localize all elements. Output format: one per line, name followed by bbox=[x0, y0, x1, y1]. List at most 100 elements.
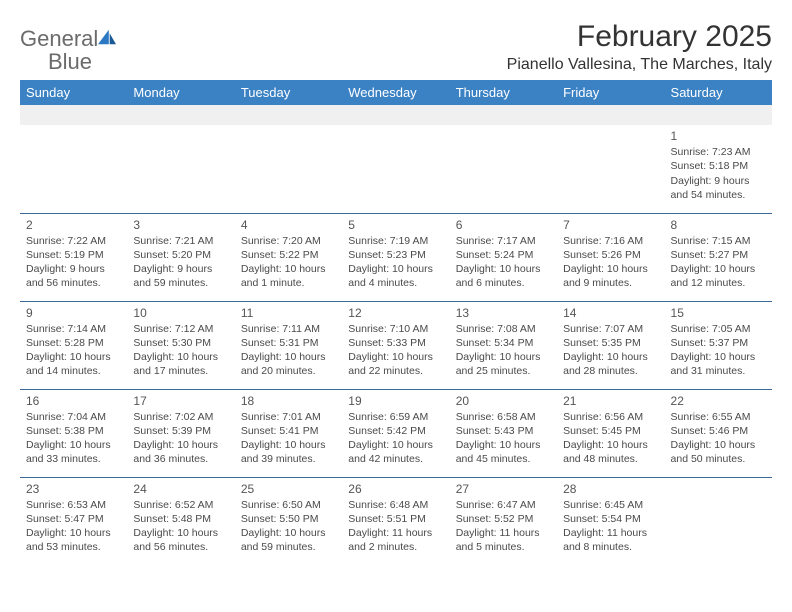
sunrise-text: Sunrise: 7:02 AM bbox=[133, 410, 228, 424]
day-number: 1 bbox=[671, 128, 766, 144]
day-number: 22 bbox=[671, 393, 766, 409]
day-details: Sunrise: 7:17 AMSunset: 5:24 PMDaylight:… bbox=[456, 234, 551, 291]
calendar-day-cell: 9Sunrise: 7:14 AMSunset: 5:28 PMDaylight… bbox=[20, 301, 127, 389]
daylight-text: Daylight: 10 hours bbox=[133, 526, 228, 540]
sunrise-text: Sunrise: 7:19 AM bbox=[348, 234, 443, 248]
sunset-text: Sunset: 5:31 PM bbox=[241, 336, 336, 350]
sunrise-text: Sunrise: 6:52 AM bbox=[133, 498, 228, 512]
day-details: Sunrise: 6:52 AMSunset: 5:48 PMDaylight:… bbox=[133, 498, 228, 555]
calendar-empty-cell bbox=[20, 105, 127, 125]
daylight-text: Daylight: 10 hours bbox=[133, 438, 228, 452]
calendar-week-row: 2Sunrise: 7:22 AMSunset: 5:19 PMDaylight… bbox=[20, 213, 772, 301]
calendar-week-row: 9Sunrise: 7:14 AMSunset: 5:28 PMDaylight… bbox=[20, 301, 772, 389]
sunrise-text: Sunrise: 7:17 AM bbox=[456, 234, 551, 248]
day-number: 2 bbox=[26, 217, 121, 233]
day-details: Sunrise: 7:21 AMSunset: 5:20 PMDaylight:… bbox=[133, 234, 228, 291]
calendar-day-cell: 27Sunrise: 6:47 AMSunset: 5:52 PMDayligh… bbox=[450, 477, 557, 565]
daylight-text: and 59 minutes. bbox=[133, 276, 228, 290]
day-details: Sunrise: 6:45 AMSunset: 5:54 PMDaylight:… bbox=[563, 498, 658, 555]
calendar-day-cell: 23Sunrise: 6:53 AMSunset: 5:47 PMDayligh… bbox=[20, 477, 127, 565]
day-details: Sunrise: 7:16 AMSunset: 5:26 PMDaylight:… bbox=[563, 234, 658, 291]
sunset-text: Sunset: 5:38 PM bbox=[26, 424, 121, 438]
calendar-day-cell: 3Sunrise: 7:21 AMSunset: 5:20 PMDaylight… bbox=[127, 213, 234, 301]
daylight-text: Daylight: 10 hours bbox=[348, 350, 443, 364]
calendar-day-cell: 14Sunrise: 7:07 AMSunset: 5:35 PMDayligh… bbox=[557, 301, 664, 389]
daylight-text: and 22 minutes. bbox=[348, 364, 443, 378]
calendar-day-cell: 16Sunrise: 7:04 AMSunset: 5:38 PMDayligh… bbox=[20, 389, 127, 477]
logo-text-blue: Blue bbox=[48, 49, 92, 74]
calendar-empty-cell bbox=[235, 105, 342, 125]
sunrise-text: Sunrise: 6:58 AM bbox=[456, 410, 551, 424]
day-details: Sunrise: 7:04 AMSunset: 5:38 PMDaylight:… bbox=[26, 410, 121, 467]
sunrise-text: Sunrise: 7:07 AM bbox=[563, 322, 658, 336]
sunrise-text: Sunrise: 7:11 AM bbox=[241, 322, 336, 336]
day-number: 20 bbox=[456, 393, 551, 409]
daylight-text: and 54 minutes. bbox=[671, 188, 766, 202]
daylight-text: Daylight: 10 hours bbox=[563, 350, 658, 364]
day-details: Sunrise: 6:53 AMSunset: 5:47 PMDaylight:… bbox=[26, 498, 121, 555]
calendar-week-row: 16Sunrise: 7:04 AMSunset: 5:38 PMDayligh… bbox=[20, 389, 772, 477]
sunset-text: Sunset: 5:45 PM bbox=[563, 424, 658, 438]
sunrise-text: Sunrise: 7:08 AM bbox=[456, 322, 551, 336]
daylight-text: Daylight: 10 hours bbox=[563, 262, 658, 276]
day-number: 14 bbox=[563, 305, 658, 321]
calendar-day-cell: 7Sunrise: 7:16 AMSunset: 5:26 PMDaylight… bbox=[557, 213, 664, 301]
sunrise-text: Sunrise: 7:23 AM bbox=[671, 145, 766, 159]
daylight-text: and 42 minutes. bbox=[348, 452, 443, 466]
day-header-row: Sunday Monday Tuesday Wednesday Thursday… bbox=[20, 80, 772, 105]
sunrise-text: Sunrise: 7:12 AM bbox=[133, 322, 228, 336]
sunrise-text: Sunrise: 6:48 AM bbox=[348, 498, 443, 512]
calendar-day-cell: 21Sunrise: 6:56 AMSunset: 5:45 PMDayligh… bbox=[557, 389, 664, 477]
daylight-text: Daylight: 9 hours bbox=[133, 262, 228, 276]
daylight-text: and 5 minutes. bbox=[456, 540, 551, 554]
day-details: Sunrise: 7:05 AMSunset: 5:37 PMDaylight:… bbox=[671, 322, 766, 379]
daylight-text: and 20 minutes. bbox=[241, 364, 336, 378]
daylight-text: and 36 minutes. bbox=[133, 452, 228, 466]
sunset-text: Sunset: 5:20 PM bbox=[133, 248, 228, 262]
sunset-text: Sunset: 5:28 PM bbox=[26, 336, 121, 350]
day-number: 16 bbox=[26, 393, 121, 409]
daylight-text: and 2 minutes. bbox=[348, 540, 443, 554]
calendar-day-cell: 6Sunrise: 7:17 AMSunset: 5:24 PMDaylight… bbox=[450, 213, 557, 301]
day-number: 18 bbox=[241, 393, 336, 409]
sunset-text: Sunset: 5:35 PM bbox=[563, 336, 658, 350]
sunset-text: Sunset: 5:18 PM bbox=[671, 159, 766, 173]
day-details: Sunrise: 7:19 AMSunset: 5:23 PMDaylight:… bbox=[348, 234, 443, 291]
daylight-text: and 45 minutes. bbox=[456, 452, 551, 466]
day-details: Sunrise: 7:23 AMSunset: 5:18 PMDaylight:… bbox=[671, 145, 766, 202]
sunset-text: Sunset: 5:39 PM bbox=[133, 424, 228, 438]
day-number: 9 bbox=[26, 305, 121, 321]
sunset-text: Sunset: 5:54 PM bbox=[563, 512, 658, 526]
calendar-day-cell: 11Sunrise: 7:11 AMSunset: 5:31 PMDayligh… bbox=[235, 301, 342, 389]
calendar-empty-cell bbox=[342, 105, 449, 125]
day-details: Sunrise: 7:01 AMSunset: 5:41 PMDaylight:… bbox=[241, 410, 336, 467]
day-details: Sunrise: 6:48 AMSunset: 5:51 PMDaylight:… bbox=[348, 498, 443, 555]
daylight-text: and 17 minutes. bbox=[133, 364, 228, 378]
calendar-table: Sunday Monday Tuesday Wednesday Thursday… bbox=[20, 80, 772, 565]
calendar-empty-cell bbox=[127, 125, 234, 213]
day-details: Sunrise: 7:15 AMSunset: 5:27 PMDaylight:… bbox=[671, 234, 766, 291]
calendar-day-cell: 4Sunrise: 7:20 AMSunset: 5:22 PMDaylight… bbox=[235, 213, 342, 301]
sunrise-text: Sunrise: 7:10 AM bbox=[348, 322, 443, 336]
daylight-text: Daylight: 10 hours bbox=[563, 438, 658, 452]
sunset-text: Sunset: 5:27 PM bbox=[671, 248, 766, 262]
sunrise-text: Sunrise: 6:50 AM bbox=[241, 498, 336, 512]
sunrise-text: Sunrise: 7:01 AM bbox=[241, 410, 336, 424]
calendar-empty-cell bbox=[127, 105, 234, 125]
calendar-empty-cell bbox=[665, 477, 772, 565]
calendar-empty-cell bbox=[342, 125, 449, 213]
daylight-text: and 6 minutes. bbox=[456, 276, 551, 290]
day-header: Wednesday bbox=[342, 80, 449, 105]
day-number: 11 bbox=[241, 305, 336, 321]
sunset-text: Sunset: 5:30 PM bbox=[133, 336, 228, 350]
day-number: 6 bbox=[456, 217, 551, 233]
calendar-empty-cell bbox=[235, 125, 342, 213]
daylight-text: Daylight: 10 hours bbox=[348, 438, 443, 452]
daylight-text: Daylight: 10 hours bbox=[348, 262, 443, 276]
daylight-text: and 25 minutes. bbox=[456, 364, 551, 378]
sunset-text: Sunset: 5:50 PM bbox=[241, 512, 336, 526]
day-details: Sunrise: 6:47 AMSunset: 5:52 PMDaylight:… bbox=[456, 498, 551, 555]
sunset-text: Sunset: 5:23 PM bbox=[348, 248, 443, 262]
daylight-text: and 59 minutes. bbox=[241, 540, 336, 554]
sunset-text: Sunset: 5:24 PM bbox=[456, 248, 551, 262]
